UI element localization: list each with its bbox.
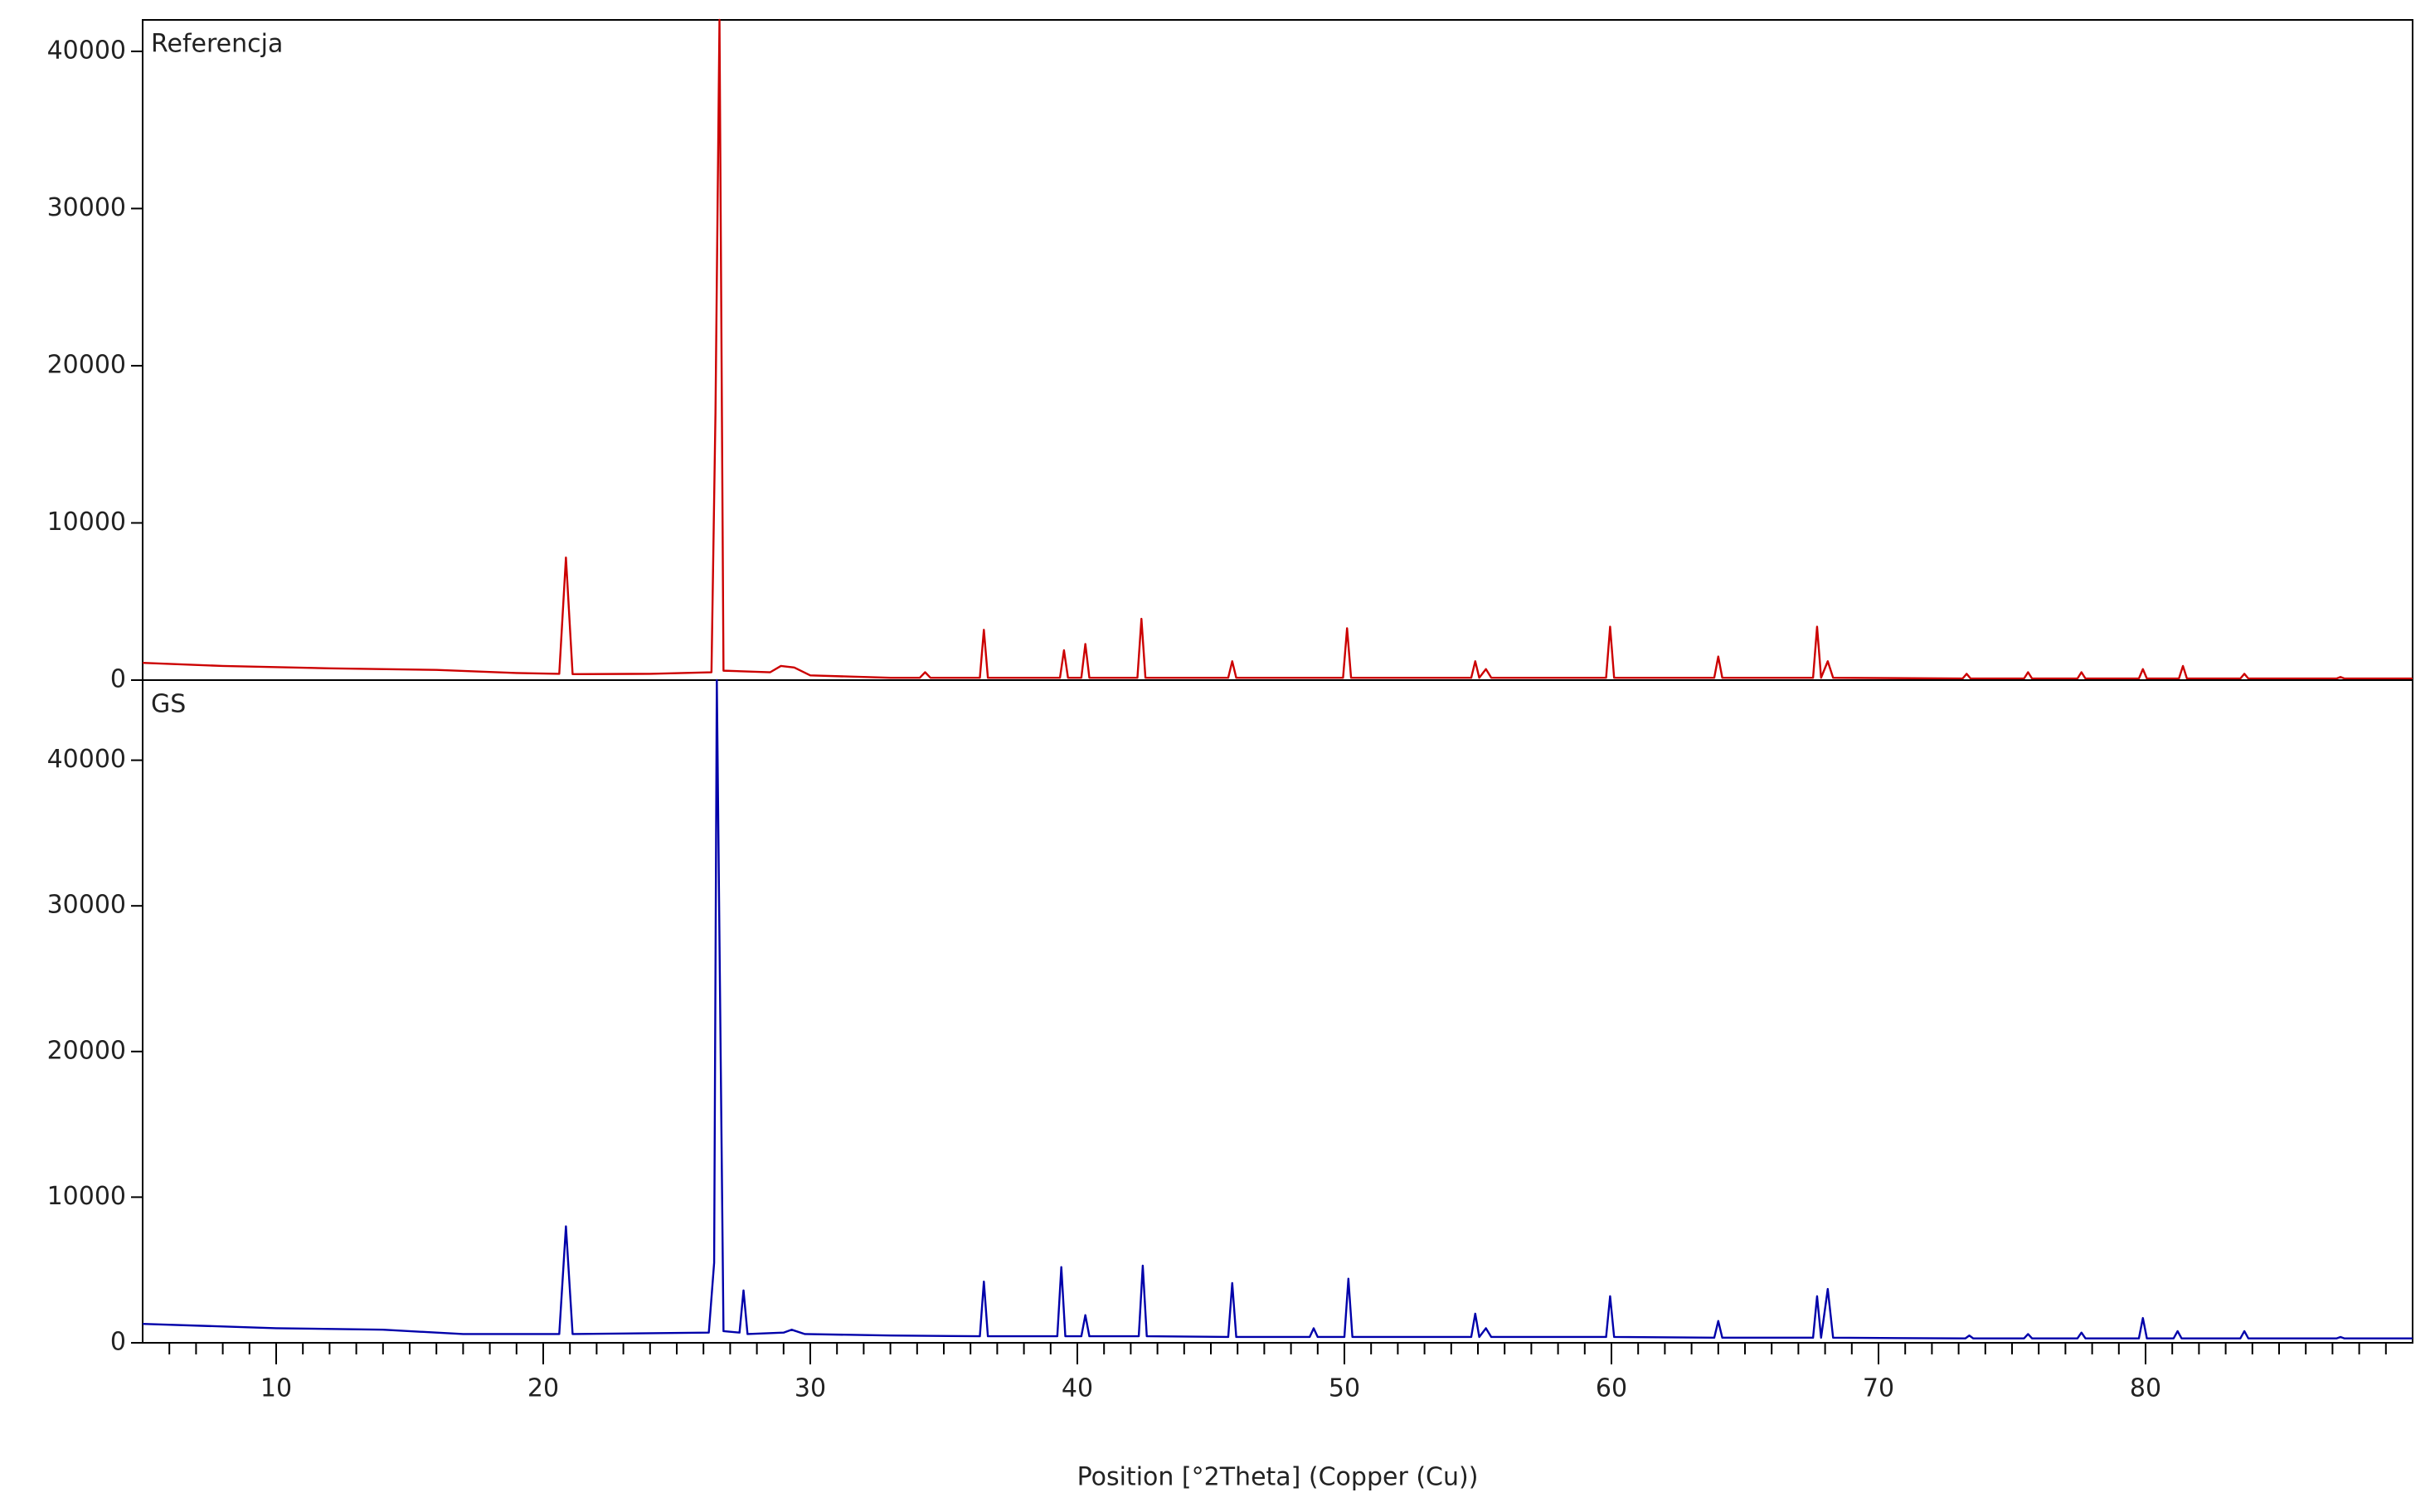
x-tick-label: 60: [1596, 1374, 1627, 1403]
x-tick-label: 10: [260, 1374, 292, 1403]
series-label: Referencja: [151, 30, 283, 59]
plot-frame: [142, 19, 2413, 681]
y-tick-label: 0: [110, 665, 126, 694]
series-line: [142, 678, 2413, 1339]
x-axis-label: Position [°2Theta] (Copper (Cu)): [1077, 1463, 1479, 1492]
x-tick-label: 30: [795, 1374, 826, 1403]
y-tick-label: 10000: [47, 508, 126, 537]
x-tick-label: 20: [527, 1374, 559, 1403]
plot-frame: [142, 679, 2413, 1344]
y-tick-label: 20000: [47, 350, 126, 379]
x-tick-label: 40: [1062, 1374, 1093, 1403]
y-tick-label: 0: [110, 1328, 126, 1357]
x-tick-label: 50: [1329, 1374, 1360, 1403]
series-label: GS: [151, 690, 186, 719]
y-tick-label: 30000: [47, 891, 126, 920]
y-tick-label: 10000: [47, 1182, 126, 1211]
series-line: [142, 18, 2413, 680]
x-tick-label: 70: [1863, 1374, 1894, 1403]
y-tick-label: 30000: [47, 193, 126, 222]
y-tick-label: 40000: [47, 745, 126, 774]
y-tick-label: 40000: [47, 36, 126, 65]
x-tick-label: 80: [2130, 1374, 2161, 1403]
y-tick-label: 20000: [47, 1036, 126, 1065]
